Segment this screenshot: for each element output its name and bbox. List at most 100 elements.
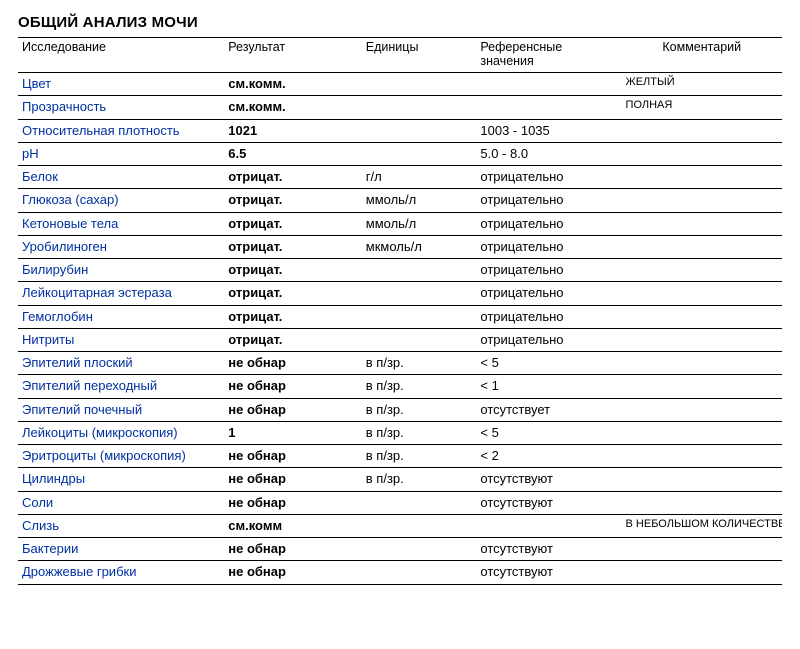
report-title: ОБЩИЙ АНАЛИЗ МОЧИ bbox=[18, 14, 782, 31]
cell-result: отрицат. bbox=[224, 212, 362, 235]
cell-result: 1021 bbox=[224, 119, 362, 142]
results-table: Исследование Результат Единицы Референсн… bbox=[18, 37, 782, 585]
table-row: Белокотрицат.г/лотрицательно bbox=[18, 166, 782, 189]
cell-units bbox=[362, 538, 477, 561]
table-row: Цветсм.комм.ЖЕЛТЫЙ bbox=[18, 73, 782, 96]
table-row: Эпителий почечныйне обнарв п/зр.отсутств… bbox=[18, 398, 782, 421]
cell-test: Цвет bbox=[18, 73, 224, 96]
table-row: Уробилиногенотрицат.мкмоль/лотрицательно bbox=[18, 235, 782, 258]
cell-test: Слизь bbox=[18, 514, 224, 537]
cell-result: отрицат. bbox=[224, 235, 362, 258]
cell-result: не обнар bbox=[224, 398, 362, 421]
cell-result: отрицат. bbox=[224, 259, 362, 282]
cell-comment: В НЕБОЛЬШОМ КОЛИЧЕСТВЕ bbox=[622, 514, 782, 537]
table-row: Билирубинотрицат. отрицательно bbox=[18, 259, 782, 282]
cell-comment bbox=[622, 421, 782, 444]
cell-result: см.комм. bbox=[224, 73, 362, 96]
cell-units: в п/зр. bbox=[362, 375, 477, 398]
cell-result: не обнар bbox=[224, 538, 362, 561]
cell-comment bbox=[622, 259, 782, 282]
cell-ref: < 1 bbox=[476, 375, 621, 398]
cell-test: Дрожжевые грибки bbox=[18, 561, 224, 584]
cell-result: не обнар bbox=[224, 491, 362, 514]
cell-result: см.комм bbox=[224, 514, 362, 537]
cell-units bbox=[362, 561, 477, 584]
cell-test: Соли bbox=[18, 491, 224, 514]
cell-comment bbox=[622, 189, 782, 212]
cell-ref: отрицательно bbox=[476, 259, 621, 282]
cell-ref: 1003 - 1035 bbox=[476, 119, 621, 142]
col-comment: Комментарий bbox=[622, 38, 782, 73]
col-test: Исследование bbox=[18, 38, 224, 73]
cell-comment bbox=[622, 491, 782, 514]
cell-test: Кетоновые тела bbox=[18, 212, 224, 235]
cell-comment bbox=[622, 561, 782, 584]
cell-test: Эритроциты (микроскопия) bbox=[18, 445, 224, 468]
table-row: Слизьсм.комм В НЕБОЛЬШОМ КОЛИЧЕСТВЕ bbox=[18, 514, 782, 537]
cell-result: 1 bbox=[224, 421, 362, 444]
cell-units: ммоль/л bbox=[362, 189, 477, 212]
cell-units bbox=[362, 305, 477, 328]
cell-ref: отсутствуют bbox=[476, 561, 621, 584]
cell-units: ммоль/л bbox=[362, 212, 477, 235]
cell-ref: отсутствуют bbox=[476, 491, 621, 514]
cell-test: Лейкоциты (микроскопия) bbox=[18, 421, 224, 444]
table-row: Лейкоциты (микроскопия)1в п/зр.< 5 bbox=[18, 421, 782, 444]
cell-ref: < 2 bbox=[476, 445, 621, 468]
table-row: Дрожжевые грибкине обнар отсутствуют bbox=[18, 561, 782, 584]
cell-comment bbox=[622, 398, 782, 421]
cell-units: в п/зр. bbox=[362, 445, 477, 468]
cell-test: Белок bbox=[18, 166, 224, 189]
cell-test: Относительная плотность bbox=[18, 119, 224, 142]
cell-comment bbox=[622, 166, 782, 189]
cell-test: Билирубин bbox=[18, 259, 224, 282]
cell-comment bbox=[622, 142, 782, 165]
cell-comment bbox=[622, 445, 782, 468]
cell-comment bbox=[622, 538, 782, 561]
cell-test: Эпителий переходный bbox=[18, 375, 224, 398]
cell-units: в п/зр. bbox=[362, 352, 477, 375]
table-row: Эритроциты (микроскопия)не обнарв п/зр.<… bbox=[18, 445, 782, 468]
cell-result: не обнар bbox=[224, 468, 362, 491]
table-row: Лейкоцитарная эстеразаотрицат.отрицатель… bbox=[18, 282, 782, 305]
cell-result: не обнар bbox=[224, 561, 362, 584]
cell-ref: отрицательно bbox=[476, 305, 621, 328]
cell-units bbox=[362, 142, 477, 165]
cell-ref: отрицательно bbox=[476, 282, 621, 305]
cell-comment bbox=[622, 119, 782, 142]
cell-ref: отрицательно bbox=[476, 328, 621, 351]
cell-ref bbox=[476, 514, 621, 537]
cell-result: отрицат. bbox=[224, 189, 362, 212]
cell-units bbox=[362, 514, 477, 537]
table-row: Эпителий плоскийне обнарв п/зр.< 5 bbox=[18, 352, 782, 375]
cell-result: не обнар bbox=[224, 445, 362, 468]
cell-test: Лейкоцитарная эстераза bbox=[18, 282, 224, 305]
cell-units: мкмоль/л bbox=[362, 235, 477, 258]
cell-ref: < 5 bbox=[476, 352, 621, 375]
cell-comment bbox=[622, 282, 782, 305]
cell-ref: отрицательно bbox=[476, 166, 621, 189]
table-row: Солине обнар отсутствуют bbox=[18, 491, 782, 514]
table-row: Гемоглобинотрицат.отрицательно bbox=[18, 305, 782, 328]
cell-test: Бактерии bbox=[18, 538, 224, 561]
cell-units bbox=[362, 96, 477, 119]
table-row: Цилиндрыне обнарв п/зр.отсутствуют bbox=[18, 468, 782, 491]
cell-result: отрицат. bbox=[224, 166, 362, 189]
cell-result: отрицат. bbox=[224, 328, 362, 351]
cell-units bbox=[362, 328, 477, 351]
table-header-row: Исследование Результат Единицы Референсн… bbox=[18, 38, 782, 73]
cell-ref: отрицательно bbox=[476, 212, 621, 235]
cell-units bbox=[362, 73, 477, 96]
cell-result: не обнар bbox=[224, 375, 362, 398]
cell-ref bbox=[476, 73, 621, 96]
table-row: Нитритыотрицат.отрицательно bbox=[18, 328, 782, 351]
cell-units bbox=[362, 259, 477, 282]
col-result: Результат bbox=[224, 38, 362, 73]
cell-comment: ПОЛНАЯ bbox=[622, 96, 782, 119]
cell-comment bbox=[622, 328, 782, 351]
cell-comment bbox=[622, 375, 782, 398]
cell-ref: отрицательно bbox=[476, 235, 621, 258]
cell-ref bbox=[476, 96, 621, 119]
cell-comment bbox=[622, 235, 782, 258]
cell-result: см.комм. bbox=[224, 96, 362, 119]
